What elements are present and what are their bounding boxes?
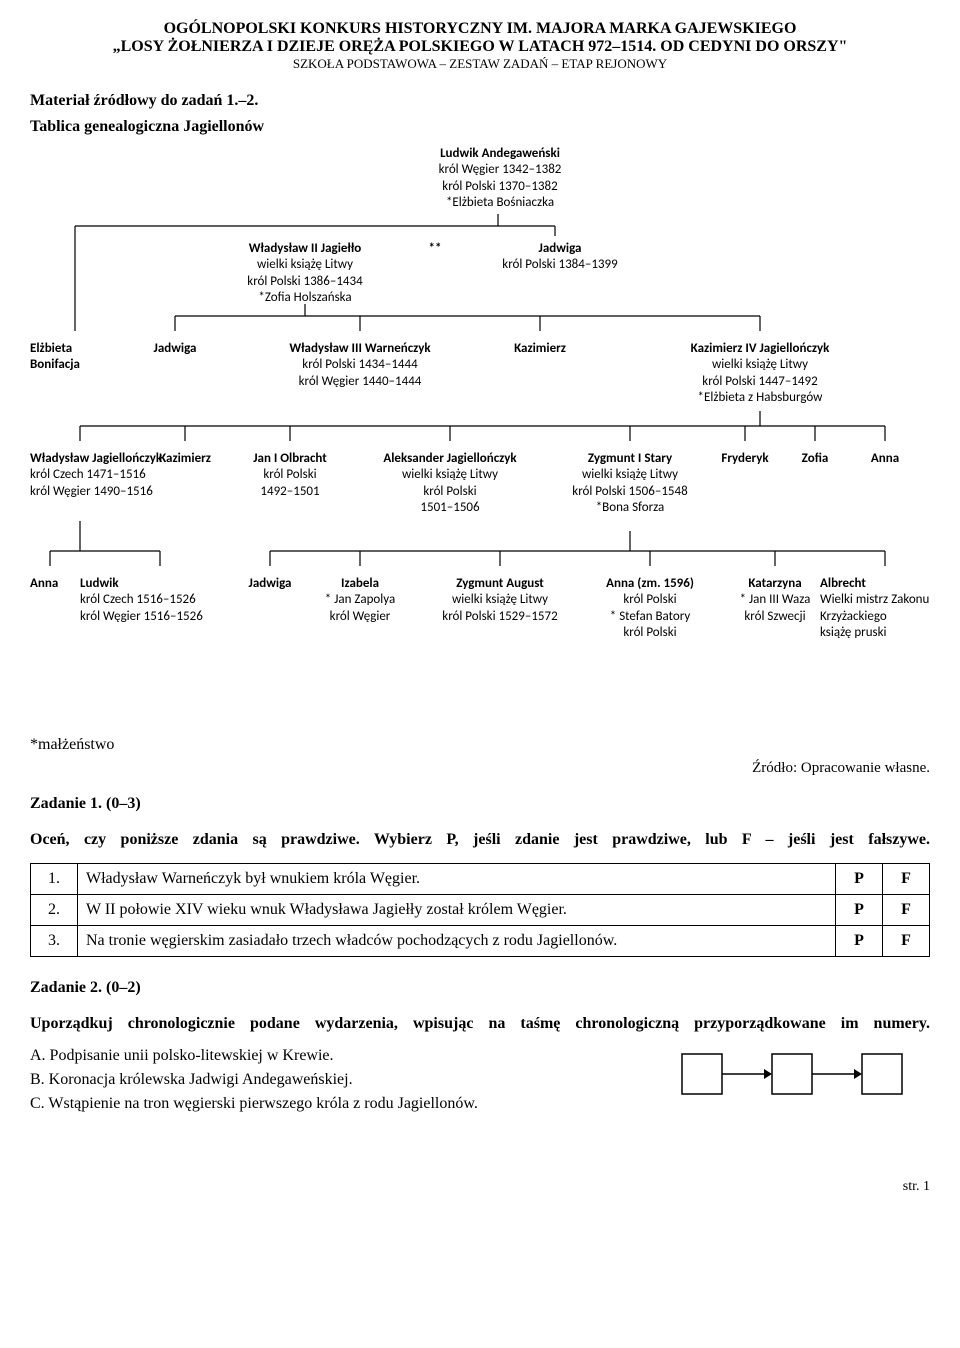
table-row: 1.Władysław Warneńczyk był wnukiem króla… <box>31 864 930 895</box>
tree-node-kazimierz_1: Kazimierz <box>500 341 580 357</box>
tree-node-katarzyna: Katarzyna* Jan III Wazakról Szwecji <box>720 576 830 625</box>
tree-node-ludwik_b: Ludwikkról Czech 1516–1526król Węgier 15… <box>80 576 240 625</box>
task1-body: Oceń, czy poniższe zdania są prawdziwe. … <box>30 831 930 849</box>
tree-node-stars: ** <box>420 241 450 257</box>
tree-node-zofia: Zofia <box>790 451 840 467</box>
tree-node-jadwiga_top: Jadwigakról Polski 1384–1399 <box>470 241 650 274</box>
tree-node-aleksander: Aleksander Jagiellończykwielki książę Li… <box>355 451 545 516</box>
page-header: OGÓLNOPOLSKI KONKURS HISTORYCZNY IM. MAJ… <box>30 20 930 72</box>
tree-node-jadwiga_3: Jadwiga <box>240 576 300 592</box>
choice-P[interactable]: P <box>836 864 883 895</box>
tree-node-albrecht: AlbrechtWielki mistrz ZakonuKrzyżackiego… <box>820 576 960 641</box>
task2-heading: Zadanie 2. (0–2) <box>30 979 930 997</box>
header-line-2: „LOSY ŻOŁNIERZA I DZIEJE ORĘŻA POLSKIEGO… <box>30 38 930 56</box>
task2-body: Uporządkuj chronologicznie podane wydarz… <box>30 1015 930 1033</box>
table-row: 3.Na tronie węgierskim zasiadało trzech … <box>31 926 930 957</box>
source-heading-1: Materiał źródłowy do zadań 1.–2. <box>30 92 930 110</box>
tree-node-anna_b: Anna <box>30 576 80 592</box>
tree-node-kazimierz_2: Kazimierz <box>145 451 225 467</box>
tree-node-zygmunt_aug: Zygmunt Augustwielki książę Litwykról Po… <box>415 576 585 625</box>
header-line-3: SZKOŁA PODSTAWOWA – ZESTAW ZADAŃ – ETAP … <box>30 56 930 72</box>
tree-node-jan_olbracht: Jan I Olbrachtkról Polski1492–1501 <box>230 451 350 500</box>
tree-node-fryderyk: Fryderyk <box>710 451 780 467</box>
choice-P[interactable]: P <box>836 895 883 926</box>
tree-node-wladyslaw_ii: Władysław II Jagiełłowielki książę Litwy… <box>205 241 405 306</box>
source-note: Źródło: Opracowanie własne. <box>30 760 930 777</box>
genealogy-tree: Ludwik Andegaweńskikról Węgier 1342–1382… <box>30 146 930 726</box>
task1-heading: Zadanie 1. (0–3) <box>30 795 930 813</box>
header-line-1: OGÓLNOPOLSKI KONKURS HISTORYCZNY IM. MAJ… <box>30 20 930 38</box>
tree-node-elzbieta_b: Elżbieta Bonifacja <box>30 341 120 374</box>
choice-F[interactable]: F <box>883 895 930 926</box>
tree-node-kazimierz_iv: Kazimierz IV Jagiellończykwielki książę … <box>645 341 875 406</box>
tree-node-wladyslaw_iii: Władysław III Warneńczykkról Polski 1434… <box>250 341 470 390</box>
tree-node-anna_zm: Anna (zm. 1596)król Polski* Stefan Bator… <box>585 576 715 641</box>
tree-node-anna_top: Anna <box>860 451 910 467</box>
page-footer: str. 1 <box>30 1179 930 1195</box>
tree-node-zygmunt_i: Zygmunt I Starywielki książę Litwykról P… <box>550 451 710 516</box>
marriage-note: *małżeństwo <box>30 736 930 754</box>
tree-node-jadwiga_2: Jadwiga <box>140 341 210 357</box>
choice-F[interactable]: F <box>883 864 930 895</box>
tree-node-izabela: Izabela* Jan Zapolyakról Węgier <box>305 576 415 625</box>
choice-P[interactable]: P <box>836 926 883 957</box>
tree-node-ludwik_a: Ludwik Andegaweńskikról Węgier 1342–1382… <box>400 146 600 211</box>
true-false-table: 1.Władysław Warneńczyk był wnukiem króla… <box>30 863 930 957</box>
table-row: 2.W II połowie XIV wieku wnuk Władysława… <box>31 895 930 926</box>
choice-F[interactable]: F <box>883 926 930 957</box>
source-heading-2: Tablica genealogiczna Jagiellonów <box>30 118 930 136</box>
chronology-boxes <box>680 1049 920 1104</box>
